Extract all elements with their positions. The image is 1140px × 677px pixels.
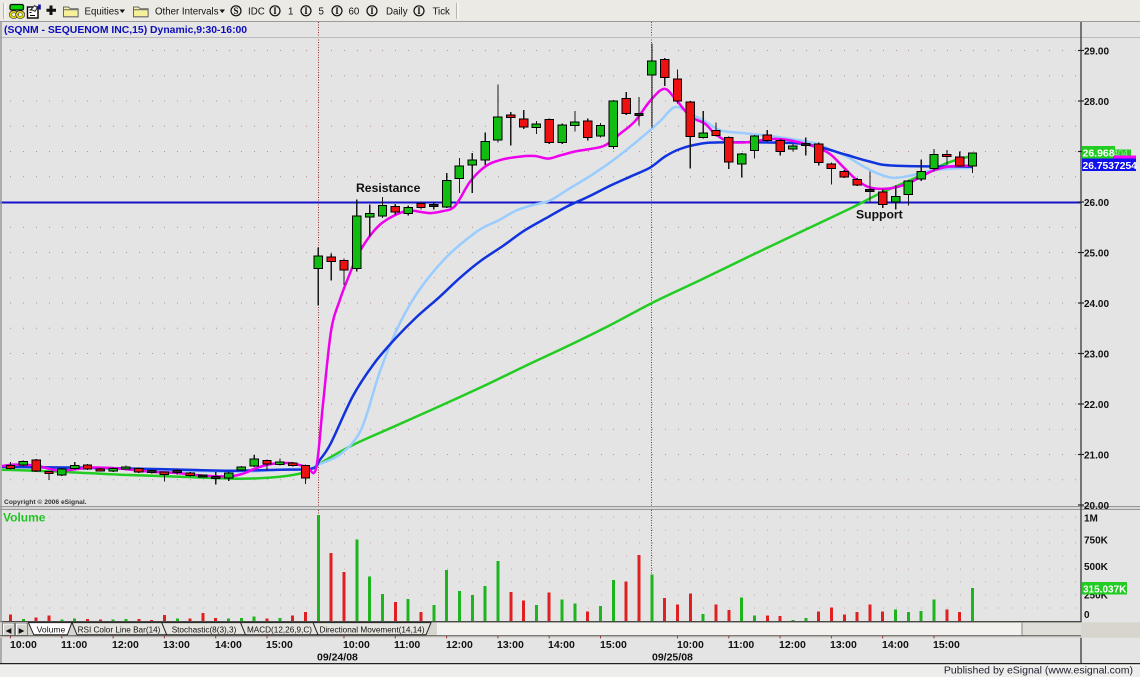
- svg-text:11:00: 11:00: [728, 639, 754, 651]
- svg-text:21.00: 21.00: [1084, 450, 1109, 461]
- svg-text:▶: ▶: [19, 626, 26, 635]
- svg-text:I: I: [370, 6, 374, 16]
- svg-text:26.968: 26.968: [1083, 147, 1115, 159]
- svg-text:15:00: 15:00: [266, 639, 293, 651]
- svg-text:29.00: 29.00: [1084, 46, 1109, 57]
- svg-text:5: 5: [319, 7, 324, 18]
- svg-text:13:00: 13:00: [163, 639, 190, 651]
- svg-text:15:00: 15:00: [600, 639, 627, 651]
- svg-text:20.00: 20.00: [1084, 501, 1109, 512]
- svg-text:12:00: 12:00: [779, 639, 806, 651]
- svg-text:(SQNM - SEQUENOM INC,15) Dynam: (SQNM - SEQUENOM INC,15) Dynamic,9:30-16…: [4, 25, 247, 36]
- svg-text:28.00: 28.00: [1084, 97, 1109, 108]
- svg-text:13:00: 13:00: [830, 639, 857, 651]
- svg-text:10:00: 10:00: [343, 639, 370, 651]
- svg-text:RSI Color Line Bar(14): RSI Color Line Bar(14): [78, 625, 161, 634]
- svg-text:Published by eSignal (www.esig: Published by eSignal (www.esignal.com): [944, 665, 1133, 677]
- svg-text:250K: 250K: [1084, 591, 1109, 602]
- svg-text:Support: Support: [856, 208, 903, 222]
- svg-text:I: I: [335, 6, 339, 16]
- svg-text:I: I: [273, 6, 277, 16]
- svg-text:13:00: 13:00: [497, 639, 524, 651]
- svg-text:26.7537254: 26.7537254: [1083, 161, 1138, 172]
- svg-text:14:00: 14:00: [215, 639, 242, 651]
- svg-text:MACD(12,26,9,C): MACD(12,26,9,C): [247, 625, 312, 634]
- svg-text:◀: ◀: [6, 626, 13, 635]
- svg-text:Volume: Volume: [3, 511, 46, 525]
- svg-text:14:00: 14:00: [882, 639, 909, 651]
- svg-text:24.00: 24.00: [1084, 299, 1109, 310]
- svg-text:500K: 500K: [1084, 562, 1109, 573]
- svg-text:S: S: [233, 6, 238, 16]
- svg-text:22.00: 22.00: [1084, 400, 1109, 411]
- svg-text:Directional Movement(14,14): Directional Movement(14,14): [319, 625, 424, 634]
- svg-text:Other Intervals: Other Intervals: [155, 7, 219, 18]
- svg-text:10:00: 10:00: [10, 639, 37, 651]
- svg-text:14:00: 14:00: [548, 639, 575, 651]
- svg-text:Tick: Tick: [433, 7, 451, 18]
- svg-text:404: 404: [1113, 149, 1128, 159]
- svg-text:Equities: Equities: [85, 7, 120, 18]
- svg-text:25.00: 25.00: [1084, 248, 1109, 259]
- svg-text:750K: 750K: [1084, 535, 1109, 546]
- svg-text:I: I: [304, 6, 308, 16]
- svg-text:10:00: 10:00: [677, 639, 704, 651]
- svg-text:Volume: Volume: [37, 624, 66, 634]
- svg-text:11:00: 11:00: [394, 639, 420, 651]
- svg-text:26.00: 26.00: [1084, 198, 1109, 209]
- svg-text:60: 60: [349, 7, 360, 18]
- svg-text:12:00: 12:00: [446, 639, 473, 651]
- svg-text:I: I: [417, 6, 421, 16]
- svg-text:12:00: 12:00: [112, 639, 139, 651]
- svg-text:Resistance: Resistance: [356, 181, 421, 195]
- svg-text:15:00: 15:00: [933, 639, 960, 651]
- svg-text:11:00: 11:00: [61, 639, 87, 651]
- svg-text:Stochastic(8(3),3): Stochastic(8(3),3): [172, 625, 237, 634]
- svg-text:0: 0: [1084, 610, 1090, 621]
- svg-text:1M: 1M: [1084, 513, 1098, 524]
- svg-text:23.00: 23.00: [1084, 349, 1109, 360]
- svg-text:Daily: Daily: [386, 7, 408, 18]
- svg-text:09/25/08: 09/25/08: [652, 652, 693, 664]
- svg-text:Copyright © 2006 eSignal.: Copyright © 2006 eSignal.: [4, 498, 87, 506]
- svg-text:IDC: IDC: [248, 7, 265, 18]
- svg-text:315.037K: 315.037K: [1083, 584, 1127, 595]
- svg-text:1: 1: [288, 7, 293, 18]
- svg-text:09/24/08: 09/24/08: [317, 652, 358, 664]
